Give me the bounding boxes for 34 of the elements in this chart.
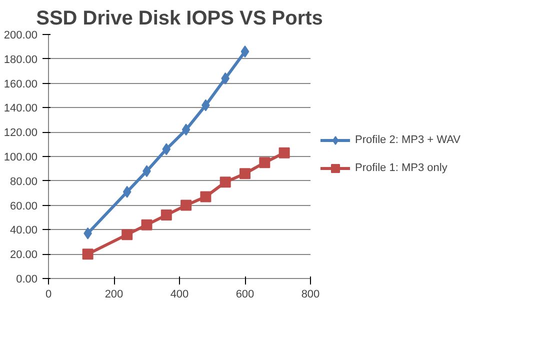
chart-title: SSD Drive Disk IOPS VS Ports bbox=[36, 8, 323, 30]
y-tick-label: 140.00 bbox=[4, 102, 38, 115]
x-tick-label: 0 bbox=[45, 288, 52, 300]
point bbox=[220, 176, 231, 188]
point bbox=[221, 72, 230, 84]
legend-label: Profile 2: MP3 + WAV bbox=[355, 134, 460, 146]
legend-label: Profile 1: MP3 only bbox=[355, 162, 448, 174]
x-tick-label: 600 bbox=[236, 288, 254, 300]
point bbox=[82, 248, 94, 260]
y-tick-label: 100.00 bbox=[4, 152, 38, 164]
y-tick-label: 0.00 bbox=[16, 274, 38, 286]
x-tick-label: 400 bbox=[170, 288, 189, 300]
point bbox=[122, 186, 132, 198]
y-tick-label: 120.00 bbox=[4, 127, 38, 140]
point bbox=[200, 191, 212, 202]
point bbox=[182, 124, 190, 136]
y-tick-label: 80.00 bbox=[10, 176, 38, 188]
point bbox=[278, 147, 290, 158]
y-tick-label: 40.00 bbox=[10, 224, 38, 237]
point bbox=[160, 210, 172, 221]
point bbox=[240, 168, 250, 180]
point bbox=[180, 200, 192, 211]
point bbox=[240, 46, 250, 58]
y-tick-label: 180.00 bbox=[4, 54, 38, 66]
y-tick-label: 160.00 bbox=[4, 78, 38, 90]
point bbox=[259, 157, 270, 168]
x-tick-label: 200 bbox=[104, 288, 124, 300]
x-tick-label: 800 bbox=[301, 288, 320, 300]
y-tick-label: 20.00 bbox=[10, 249, 38, 262]
point bbox=[162, 143, 171, 156]
y-tick-label: 60.00 bbox=[10, 200, 38, 212]
point bbox=[141, 219, 152, 230]
y-tick-label: 200.00 bbox=[4, 30, 38, 42]
point bbox=[122, 229, 133, 240]
